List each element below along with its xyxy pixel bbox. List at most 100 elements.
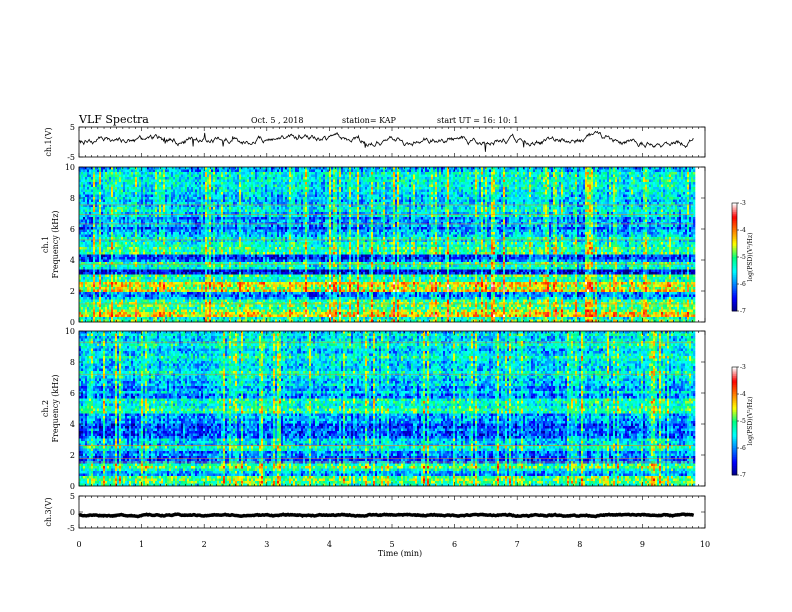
spectrogram-cell: [349, 170, 351, 173]
spectrogram-cell: [319, 180, 321, 183]
spectrogram-cell: [185, 172, 187, 175]
spectrogram-cell: [91, 180, 93, 183]
spectrogram-cell: [225, 200, 227, 203]
spectrogram-cell: [367, 192, 369, 195]
spectrogram-cell: [253, 197, 255, 200]
spectrogram-cell: [383, 197, 385, 200]
spectrogram-cell: [383, 192, 385, 195]
spectrogram-cell: [389, 167, 391, 170]
spectrogram-cell: [633, 202, 635, 205]
spectrogram-cell: [547, 202, 549, 205]
spectrogram-cell: [405, 202, 407, 205]
spectrogram-cell: [487, 202, 489, 205]
spectrogram-cell: [569, 200, 571, 203]
spectrogram-cell: [433, 185, 435, 188]
spectrogram-cell: [501, 195, 503, 198]
spectrogram-cell: [547, 200, 549, 203]
spectrogram-cell: [209, 185, 211, 188]
spectrogram-cell: [501, 185, 503, 188]
spectrogram-cell: [233, 180, 235, 183]
spectrogram-cell: [575, 202, 577, 205]
spectrogram-cell: [351, 170, 353, 173]
spectrogram-cell: [413, 170, 415, 173]
spectrogram-cell: [269, 182, 271, 185]
spectrogram-cell: [401, 170, 403, 173]
spectrogram-cell: [169, 192, 171, 195]
spectrogram-cell: [451, 200, 453, 203]
header: VLF Spectra Oct. 5 , 2018 station= KAP s…: [78, 113, 518, 126]
spectrogram-cell: [517, 177, 519, 180]
spectrogram-cell: [651, 182, 653, 185]
spectrogram-cell: [97, 197, 99, 200]
spectrogram-cell: [129, 202, 131, 205]
spectrogram-cell: [275, 170, 277, 173]
spectrogram-cell: [133, 180, 135, 183]
spectrogram-cell: [405, 195, 407, 198]
spectrogram-cell: [359, 200, 361, 203]
spectrogram-cell: [683, 195, 685, 198]
spectrogram-cell: [197, 202, 199, 205]
spectrogram-cell: [659, 187, 661, 190]
spectrogram-cell: [465, 197, 467, 200]
y-tick-label: -5: [67, 153, 75, 162]
spectrogram-cell: [563, 170, 565, 173]
spectrogram-cell: [241, 190, 243, 193]
spectrogram-cell: [103, 182, 105, 185]
spectrogram-cell: [657, 197, 659, 200]
spectrogram-cell: [359, 195, 361, 198]
spectrogram-cell: [205, 197, 207, 200]
spectrogram-cell: [645, 172, 647, 175]
spectrogram-cell: [609, 182, 611, 185]
spectrogram-cell: [193, 182, 195, 185]
spectrogram-cell: [599, 177, 601, 180]
spectrogram-cell: [405, 200, 407, 203]
spectrogram-cell: [301, 180, 303, 183]
spectrogram-cell: [267, 192, 269, 195]
spectrogram-cell: [287, 175, 289, 178]
spectrogram-cell: [237, 200, 239, 203]
spectrogram-cell: [139, 172, 141, 175]
spectrogram-cell: [497, 192, 499, 195]
spectrogram-cell: [649, 182, 651, 185]
spectrogram-cell: [621, 200, 623, 203]
spectrogram-cell: [619, 182, 621, 185]
spectrogram-cell: [157, 167, 159, 170]
spectrogram-cell: [167, 180, 169, 183]
spectrogram-cell: [287, 200, 289, 203]
spectrogram-cell: [445, 175, 447, 178]
spectrogram-cell: [645, 170, 647, 173]
spectrogram-cell: [129, 197, 131, 200]
spectrogram-cell: [165, 182, 167, 185]
spectrogram-cell: [641, 190, 643, 193]
spectrogram-cell: [301, 190, 303, 193]
spectrogram-cell: [543, 182, 545, 185]
spectrogram-cell: [129, 180, 131, 183]
spectrogram-cell: [457, 182, 459, 185]
spectrogram-cell: [687, 185, 689, 188]
spectrogram-cell: [101, 190, 103, 193]
spectrogram-cell: [349, 182, 351, 185]
spectrogram-cell: [403, 195, 405, 198]
spectrogram-cell: [633, 180, 635, 183]
spectrogram-cell: [285, 192, 287, 195]
spectrogram-cell: [249, 172, 251, 175]
spectrogram-cell: [291, 195, 293, 198]
spectrogram-cell: [189, 180, 191, 183]
spectrogram-cell: [113, 190, 115, 193]
spectrogram-cell: [603, 187, 605, 190]
spectrogram-cell: [517, 182, 519, 185]
spectrogram-cell: [291, 172, 293, 175]
spectrogram-cell: [593, 185, 595, 188]
spectrogram-cell: [243, 177, 245, 180]
spectrogram-cell: [643, 190, 645, 193]
spectrogram-cell: [285, 180, 287, 183]
spectrogram-cell: [471, 167, 473, 170]
spectrogram-cell: [267, 182, 269, 185]
spectrogram-cell: [205, 172, 207, 175]
spectrogram-cell: [535, 187, 537, 190]
spectrogram-cell: [443, 187, 445, 190]
spectrogram-cell: [293, 190, 295, 193]
spectrogram-cell: [323, 172, 325, 175]
spectrogram-cell: [375, 170, 377, 173]
spectrogram-cell: [169, 185, 171, 188]
